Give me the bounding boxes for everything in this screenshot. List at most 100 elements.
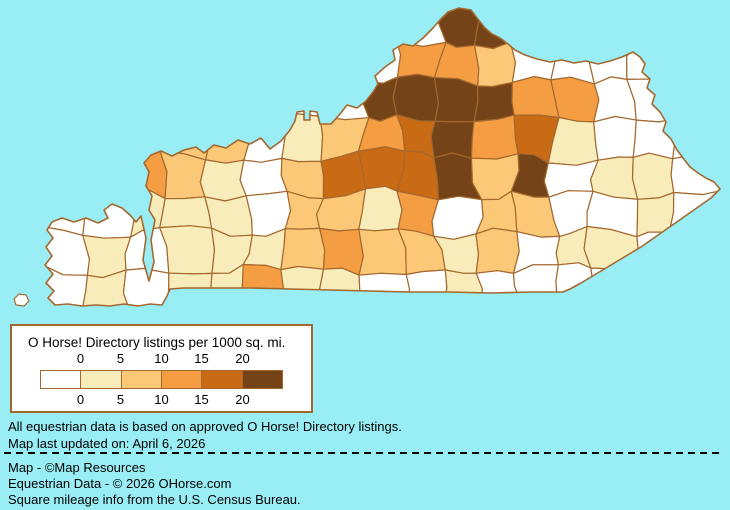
county-cell [162, 38, 209, 82]
legend-tick-label: 20 [235, 351, 250, 366]
county-cell [361, 8, 402, 48]
county-cell [280, 265, 325, 306]
county-cell [159, 196, 213, 229]
county-cell [159, 76, 213, 120]
county-cell [170, 8, 209, 49]
legend-tick-label: 10 [154, 392, 169, 407]
county-cells-layer [45, 8, 720, 306]
county-cell [357, 146, 406, 192]
county-cell [434, 76, 479, 123]
county-cell [677, 38, 720, 87]
county-cell [555, 262, 595, 306]
credit-map-source: Map - ©Map Resources [8, 460, 146, 475]
county-cell [431, 195, 484, 240]
county-cell [45, 8, 90, 50]
county-cell [204, 38, 250, 89]
legend-tick-label: 15 [194, 392, 209, 407]
county-cell [45, 79, 88, 119]
note-last-updated: Map last updated on: April 6, 2026 [8, 436, 206, 451]
county-cell [550, 76, 600, 123]
county-cell [79, 40, 129, 86]
county-cell [88, 151, 133, 196]
legend-tick-label: 0 [76, 351, 85, 366]
legend-title: O Horse! Directory listings per 1000 sq.… [28, 335, 286, 350]
county-cell [358, 185, 403, 232]
legend-ticks-top: 0 5 10 15 20 [12, 351, 311, 367]
credit-census: Square mileage info from the U.S. Census… [8, 492, 301, 507]
county-cell [45, 43, 86, 85]
note-data-source: All equestrian data is based on approved… [8, 419, 402, 434]
legend-swatch [121, 371, 162, 388]
legend-tick-label: 20 [235, 392, 250, 407]
legend-tick-label: 10 [154, 351, 169, 366]
county-cell [118, 44, 173, 83]
county-cell [668, 188, 720, 236]
county-cell [668, 231, 720, 276]
county-cell [672, 114, 720, 160]
county-cell [199, 8, 253, 43]
credit-equestrian-data: Equestrian Data - © 2026 OHorse.com [8, 476, 232, 491]
county-cell [319, 8, 367, 45]
county-cell [509, 8, 559, 51]
county-cell [129, 110, 167, 155]
county-cell [631, 152, 675, 200]
county-cell [665, 267, 720, 306]
county-cell [554, 8, 596, 51]
county-cell [512, 264, 560, 306]
county-cell [278, 8, 329, 51]
legend-tick-label: 15 [194, 351, 209, 366]
county-cell [635, 231, 676, 274]
county-cell [362, 40, 402, 84]
county-cell [243, 113, 286, 163]
county-cell [624, 267, 672, 306]
county-cell [159, 225, 216, 275]
county-cell [45, 153, 94, 196]
county-cell [280, 227, 326, 271]
legend-ticks-bottom: 0 5 10 15 20 [12, 392, 311, 408]
county-cell [84, 8, 133, 50]
legend-swatch [161, 371, 203, 388]
county-cell [127, 8, 178, 50]
county-cell [677, 8, 720, 43]
county-cell [204, 80, 254, 121]
county-cell [327, 41, 369, 86]
kentucky-bend-island [13, 293, 30, 307]
county-cell [593, 115, 637, 161]
county-cell [279, 41, 330, 86]
county-cell [248, 8, 282, 51]
legend-swatch [202, 371, 243, 388]
legend-swatch [81, 371, 122, 388]
state-outline [44, 7, 721, 307]
county-cell [474, 41, 517, 88]
county-cell [81, 79, 131, 121]
county-cell [118, 79, 165, 119]
dashed-separator [4, 452, 721, 454]
county-cell [586, 8, 636, 45]
legend-tick-label: 0 [76, 392, 85, 407]
county-cell [636, 191, 675, 238]
county-cell [244, 40, 284, 89]
county-cell [475, 227, 520, 274]
legend-box: O Horse! Directory listings per 1000 sq.… [10, 324, 313, 413]
legend-colorbar [40, 370, 283, 389]
county-cell [626, 41, 685, 81]
county-cell [473, 81, 515, 123]
county-cell [162, 272, 213, 306]
county-cell [358, 272, 411, 306]
county-cell [632, 118, 677, 160]
legend-swatch [41, 371, 82, 388]
county-cell [239, 157, 288, 197]
county-cell [281, 113, 324, 163]
county-cell [319, 80, 370, 121]
county-cell [244, 80, 283, 121]
county-cell [83, 116, 135, 156]
county-cell [199, 159, 247, 202]
county-cell [159, 150, 207, 200]
county-cell [470, 114, 519, 160]
county-cell [624, 8, 684, 45]
legend-tick-label: 5 [116, 351, 125, 366]
county-cell [392, 73, 439, 123]
county-cell [358, 228, 407, 276]
